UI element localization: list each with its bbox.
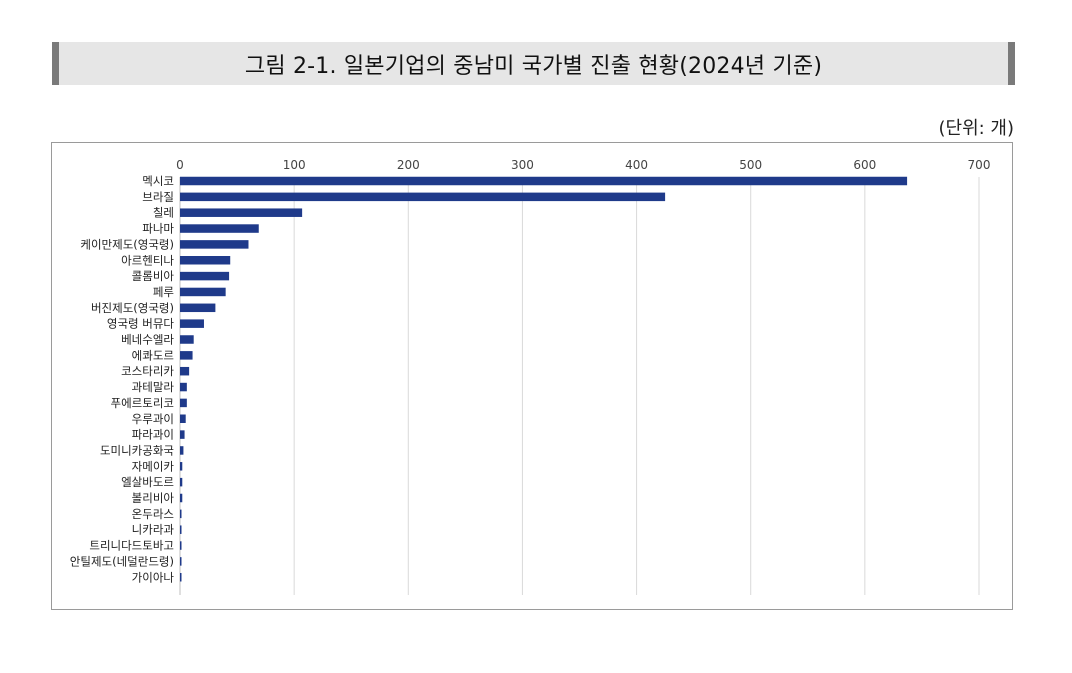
x-tick-label: 500	[739, 158, 762, 172]
category-label: 버진제도(영국령)	[91, 301, 174, 315]
bar	[180, 303, 216, 313]
bar	[180, 335, 194, 344]
bar-chart: 0 100 200 300 400 500 600 700 멕시코브라질칠레파나마케이만제도(영…	[70, 158, 991, 595]
x-tick-label: 600	[853, 158, 876, 172]
x-tick-label: 300	[511, 158, 534, 172]
category-label: 케이만제도(영국령)	[80, 237, 174, 251]
bar	[180, 382, 187, 392]
category-label: 칠레	[153, 206, 174, 220]
bar	[180, 256, 231, 265]
category-label: 에콰도르	[132, 348, 174, 362]
bar	[180, 208, 303, 217]
category-label: 트리니다드토바고	[89, 539, 174, 553]
category-label: 가이아나	[132, 570, 175, 584]
bar	[180, 366, 190, 376]
category-label: 아르헨티나	[121, 253, 174, 267]
category-label: 콜롬비아	[132, 269, 175, 283]
bar	[180, 557, 182, 566]
bar	[180, 573, 182, 582]
bar	[180, 462, 183, 471]
category-label: 영국령 버뮤다	[107, 317, 175, 331]
bar	[180, 430, 185, 439]
x-tick-label: 200	[397, 158, 420, 172]
bar	[180, 477, 183, 487]
category-label: 안틸제도(네덜란드령)	[70, 554, 174, 568]
category-label: 도미니카공화국	[100, 443, 174, 457]
category-label: 페루	[153, 285, 174, 299]
unit-label: (단위: 개)	[938, 118, 1014, 139]
bar	[180, 319, 204, 328]
x-tick-label: 100	[283, 158, 306, 172]
bar	[180, 351, 193, 360]
x-tick-label: 400	[625, 158, 648, 172]
category-label: 니카라과	[132, 523, 175, 537]
bar	[180, 493, 183, 503]
x-tick-label: 700	[968, 158, 991, 172]
bar	[180, 414, 186, 423]
bar	[180, 446, 184, 455]
category-label: 코스타리카	[121, 364, 174, 378]
category-label: 과테말라	[132, 380, 175, 394]
bar	[180, 541, 182, 550]
bar	[180, 224, 259, 233]
bar	[180, 509, 182, 519]
category-label: 온두라스	[132, 507, 174, 521]
bar	[180, 176, 908, 186]
figure-title: 그림 2-1. 일본기업의 중남미 국가별 진출 현황(2024년 기준)	[244, 53, 823, 79]
category-label: 엘살바도르	[121, 475, 174, 489]
category-label: 베네수엘라	[121, 333, 174, 347]
category-label: 자메이카	[132, 459, 175, 473]
bar	[180, 398, 187, 408]
category-label: 우루과이	[132, 412, 174, 426]
bar	[180, 192, 666, 202]
bar	[180, 271, 230, 281]
category-label: 멕시코	[142, 174, 174, 188]
category-label: 볼리비아	[132, 491, 175, 505]
category-label: 파나마	[142, 222, 174, 236]
category-label: 푸에르토리코	[111, 396, 174, 410]
bar	[180, 240, 249, 249]
category-label: 파라과이	[132, 428, 174, 442]
bar	[180, 287, 226, 297]
bar	[180, 525, 182, 534]
x-tick-label: 0	[176, 158, 184, 172]
figure-title-bar: 그림 2-1. 일본기업의 중남미 국가별 진출 현황(2024년 기준)	[52, 42, 1015, 85]
category-label: 브라질	[142, 190, 174, 204]
